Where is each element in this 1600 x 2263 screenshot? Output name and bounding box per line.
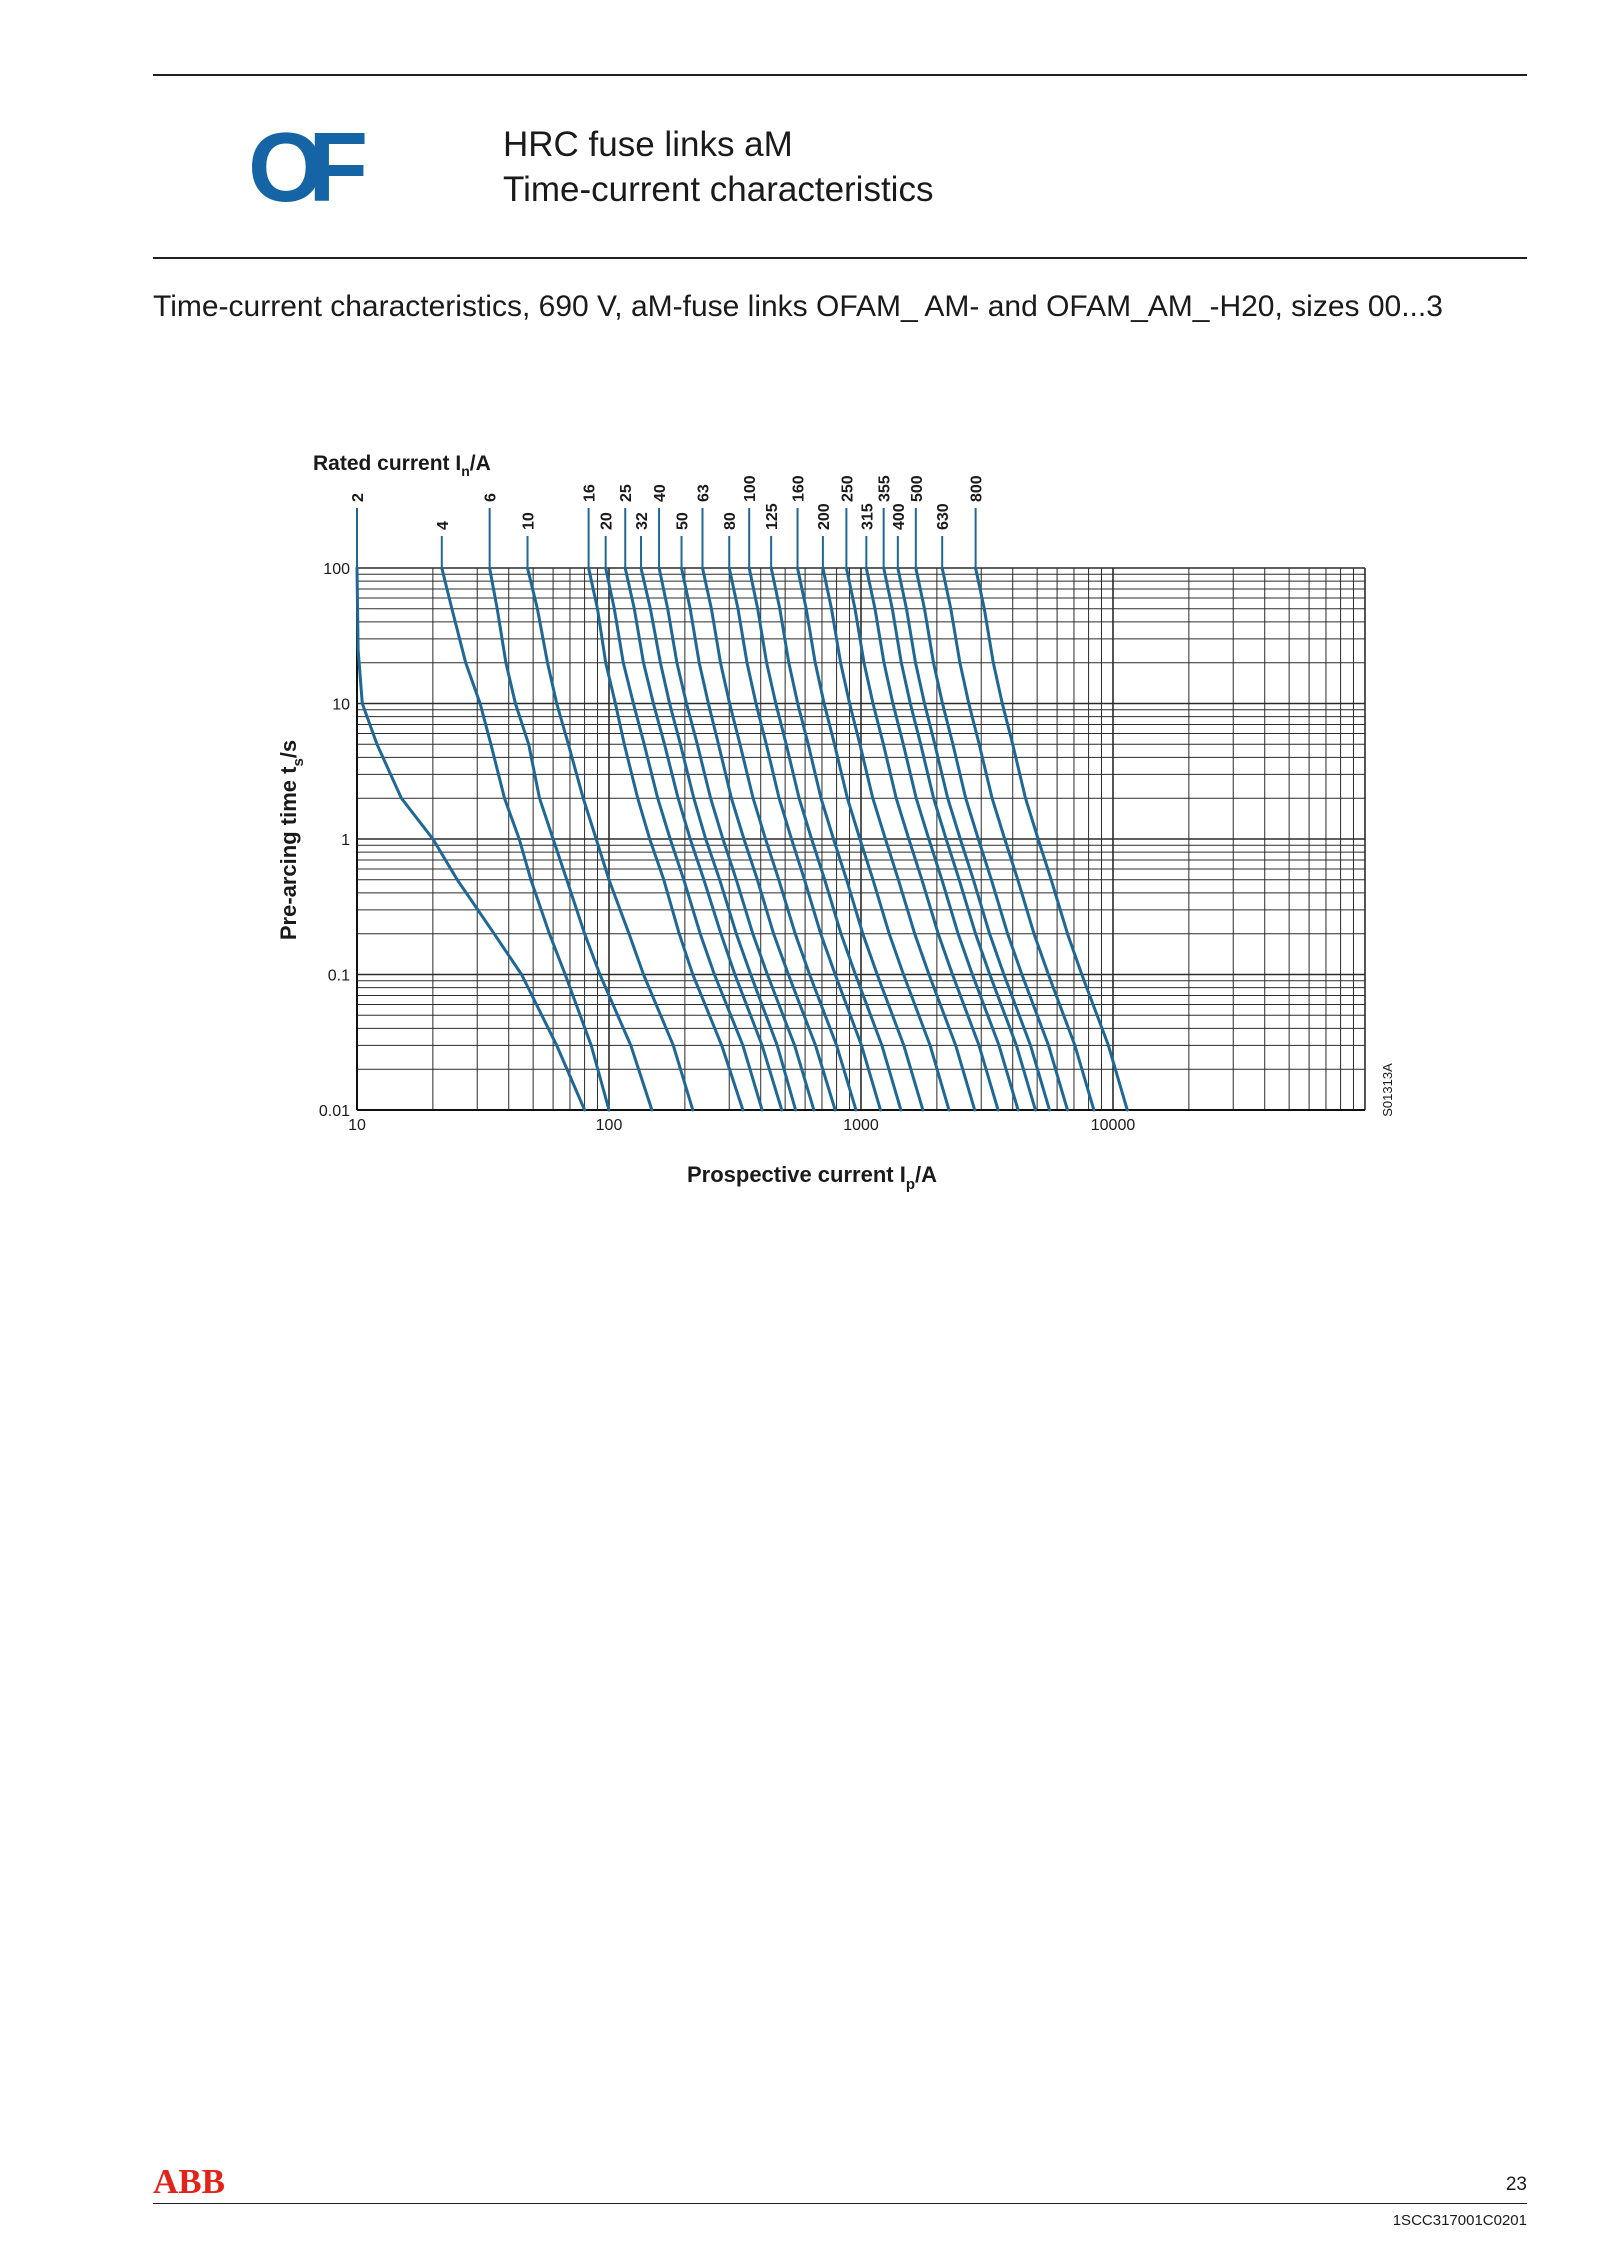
rating-label-80: 80	[722, 512, 739, 530]
fuse-curve-125	[769, 566, 925, 1112]
y-axis-title-unit: /s	[276, 740, 301, 758]
rating-label-315: 315	[859, 503, 876, 530]
svg-text:ABB: ABB	[153, 2165, 225, 2195]
y-tick-label: 10	[332, 697, 350, 714]
y-tick-label: 0.1	[328, 968, 350, 985]
fuse-curve-500	[914, 566, 1069, 1112]
rating-label-40: 40	[652, 484, 669, 502]
fuse-curve-800	[974, 566, 1129, 1112]
rating-label-10: 10	[521, 512, 538, 530]
rating-label-160: 160	[791, 475, 808, 502]
x-axis-title-subscript: p	[906, 1176, 915, 1193]
chart-subtitle: Time-current characteristics, 690 V, aM-…	[153, 290, 1443, 323]
fuse-curve-63	[701, 566, 858, 1112]
fuse-curve-32	[639, 566, 798, 1112]
rating-leaders	[356, 508, 977, 568]
header-bottom-rule	[153, 257, 1527, 259]
document-code: 1SCC317001C0201	[1392, 2212, 1527, 2229]
y-tick-label: 0.01	[319, 1103, 350, 1120]
fuse-curve-160	[796, 566, 951, 1112]
rating-label-63: 63	[696, 484, 713, 502]
title-line-2: Time-current characteristics	[503, 170, 934, 209]
fuse-curve-80	[727, 566, 882, 1112]
of-logo: OF	[250, 128, 378, 204]
fuse-curve-400	[896, 566, 1051, 1112]
chart-grid	[356, 567, 1366, 1111]
figure-code: S01313A	[1380, 1063, 1395, 1117]
rating-label-200: 200	[816, 503, 833, 530]
rated-current-unit: /A	[470, 452, 491, 475]
x-axis-title: Prospective current Ip/A	[687, 1162, 937, 1193]
rating-label-400: 400	[891, 503, 908, 530]
title-line-1: HRC fuse links aM	[503, 125, 793, 164]
chart-labels: 2461016202532405063801001251602002503153…	[276, 452, 1395, 1193]
rating-label-2: 2	[350, 493, 367, 502]
x-tick-label: 10000	[1091, 1117, 1136, 1134]
time-current-chart: 2461016202532405063801001251602002503153…	[276, 452, 1395, 1193]
rating-label-32: 32	[634, 512, 651, 530]
page-title: HRC fuse links aM Time-current character…	[503, 122, 933, 212]
x-axis-title-unit: /A	[915, 1162, 937, 1187]
fuse-curve-355	[882, 566, 1037, 1112]
rating-label-630: 630	[935, 503, 952, 530]
fuse-curve-20	[604, 566, 764, 1112]
footer-rule	[153, 2203, 1527, 2204]
rating-label-20: 20	[599, 512, 616, 530]
rating-label-4: 4	[435, 521, 452, 530]
fuse-curve-315	[864, 566, 1020, 1112]
rating-label-50: 50	[675, 512, 692, 530]
rating-label-125: 125	[764, 503, 781, 530]
rated-current-subscript: n	[461, 463, 470, 479]
fuse-curve-6	[488, 566, 654, 1112]
rating-label-100: 100	[742, 475, 759, 502]
abb-logo: ABB	[153, 2165, 225, 2195]
x-tick-label: 10	[348, 1117, 366, 1134]
fuse-curve-4	[440, 566, 611, 1112]
rating-label-16: 16	[582, 484, 599, 502]
rating-label-6: 6	[483, 493, 500, 502]
y-tick-label: 100	[323, 561, 350, 578]
x-tick-label: 1000	[843, 1117, 879, 1134]
rating-label-250: 250	[839, 475, 856, 502]
fuse-curve-50	[680, 566, 837, 1112]
fuse-curve-40	[657, 566, 816, 1112]
rating-label-355: 355	[877, 475, 894, 502]
y-tick-label: 1	[341, 832, 350, 849]
rated-current-label: Rated current In/A	[313, 452, 491, 479]
fuse-curve-16	[587, 566, 745, 1112]
fuse-curve-630	[940, 566, 1096, 1112]
header-top-rule	[153, 74, 1527, 76]
fuse-curve-10	[526, 566, 695, 1112]
y-axis-title: Pre-arcing time ts/s	[276, 740, 307, 940]
y-axis-title-subscript: s	[290, 758, 307, 766]
fuse-curve-2	[355, 566, 587, 1112]
x-tick-label: 100	[596, 1117, 623, 1134]
fuse-curve-200	[821, 566, 977, 1112]
fuse-curve-100	[747, 566, 903, 1112]
page-number: 23	[1505, 2174, 1527, 2195]
fuse-curve-25	[623, 566, 784, 1112]
rating-label-25: 25	[618, 484, 635, 502]
chart-curves	[355, 566, 1129, 1112]
rating-label-500: 500	[909, 475, 926, 502]
fuse-curve-250	[844, 566, 1000, 1112]
rating-label-800: 800	[969, 475, 986, 502]
